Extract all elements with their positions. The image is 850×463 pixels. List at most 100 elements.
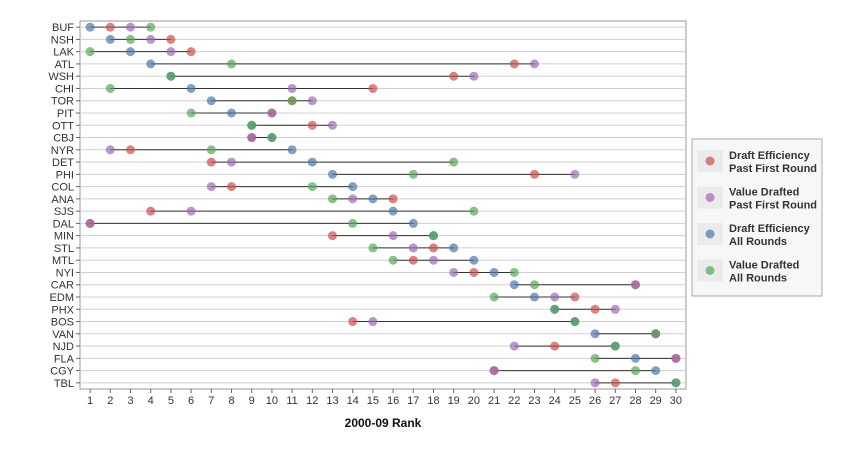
point-edm-series-3	[530, 292, 539, 302]
point-njd-series-2	[509, 341, 519, 351]
y-tick-label-nyr: NYR	[51, 145, 74, 157]
point-chi-series-1	[368, 83, 378, 93]
x-tick-label-1: 1	[87, 395, 93, 407]
point-fla-series-3	[631, 353, 640, 363]
point-lak-series-3	[126, 47, 135, 57]
legend-label-4-line2: All Rounds	[729, 273, 787, 285]
point-col-series-4	[307, 182, 317, 192]
point-atl-series-3	[146, 59, 156, 69]
y-tick-label-dal: DAL	[53, 218, 74, 230]
y-tick-label-cgy: CGY	[50, 366, 75, 378]
point-det-series-2	[227, 157, 236, 167]
point-stl-series-1	[429, 243, 438, 253]
point-nyi-series-3	[489, 267, 499, 277]
x-tick-label-28: 28	[629, 395, 641, 407]
point-mtl-series-2	[429, 255, 438, 265]
legend-key-4	[705, 266, 715, 275]
y-tick-label-edm: EDM	[50, 292, 74, 304]
point-phx-series-2	[610, 304, 620, 314]
legend-key-3	[705, 229, 715, 239]
point-det-series-1	[206, 157, 216, 167]
y-tick-label-sjs: SJS	[54, 206, 74, 218]
y-tick-label-bos: BOS	[51, 317, 74, 329]
plot-background	[79, 20, 687, 390]
x-tick-label-23: 23	[528, 395, 540, 407]
point-van-series-4	[651, 329, 661, 339]
point-bos-series-4	[570, 317, 580, 327]
y-tick-label-mtl: MTL	[52, 255, 74, 267]
point-buf-series-2	[126, 22, 135, 32]
point-buf-series-3	[85, 22, 95, 32]
y-tick-label-chi: CHI	[55, 83, 74, 95]
y-tick-label-tor: TOR	[51, 96, 74, 108]
point-nyi-series-1	[469, 267, 479, 277]
point-chi-series-2	[287, 83, 297, 93]
x-tick-label-7: 7	[208, 395, 214, 407]
point-col-series-2	[206, 182, 216, 192]
point-phi-series-3	[328, 169, 337, 179]
point-wsh-series-4	[166, 71, 176, 81]
x-tick-label-25: 25	[569, 395, 581, 407]
point-tor-series-3	[206, 96, 216, 106]
point-col-series-3	[348, 182, 358, 192]
legend-label-3-line1: Draft Efficiency	[729, 223, 811, 235]
x-tick-label-3: 3	[127, 395, 133, 407]
x-tick-label-11: 11	[286, 395, 297, 407]
point-edm-series-4	[489, 292, 499, 302]
point-det-series-4	[449, 157, 459, 167]
point-atl-series-2	[530, 59, 539, 69]
point-sjs-series-4	[469, 206, 479, 216]
x-axis-title: 2000-09 Rank	[345, 416, 422, 430]
point-njd-series-4	[610, 341, 620, 351]
point-van-series-3	[590, 329, 600, 339]
point-tor-series-4	[287, 96, 297, 106]
point-bos-series-1	[348, 317, 358, 327]
point-chi-series-3	[186, 83, 196, 93]
point-ana-series-2	[348, 194, 358, 204]
point-dal-series-3	[408, 218, 418, 228]
point-tor-series-2	[307, 96, 317, 106]
x-tick-label-17: 17	[407, 395, 419, 407]
point-ott-series-4	[247, 120, 257, 130]
point-min-series-1	[328, 231, 337, 241]
point-nyr-series-3	[287, 145, 297, 155]
y-tick-label-njd: NJD	[53, 341, 74, 353]
y-tick-label-col: COL	[51, 182, 74, 194]
point-lak-series-4	[85, 47, 95, 57]
point-cgy-series-4	[631, 366, 640, 376]
point-nyr-series-1	[126, 145, 135, 155]
point-wsh-series-1	[449, 71, 459, 81]
point-lak-series-2	[166, 47, 176, 57]
point-bos-series-2	[368, 317, 378, 327]
y-tick-label-ott: OTT	[52, 120, 74, 132]
point-sjs-series-2	[186, 206, 196, 216]
point-sjs-series-1	[146, 206, 156, 216]
range-segments	[90, 26, 676, 384]
x-tick-label-21: 21	[488, 395, 500, 407]
point-ana-series-3	[368, 194, 378, 204]
x-tick-label-2: 2	[107, 395, 113, 407]
x-axis: 1 2 3 4 5 6 7 8 9 10 11 12 13 14 15 16 17 18 19 20 21 22 23 24 2…	[87, 389, 682, 407]
point-cgy-series-2	[489, 366, 499, 376]
point-det-series-3	[307, 157, 317, 167]
point-tbl-series-4	[671, 378, 681, 388]
point-car-series-3	[509, 280, 519, 290]
x-tick-label-30: 30	[670, 395, 682, 407]
point-pit-series-3	[227, 108, 236, 118]
y-tick-label-phi: PHI	[56, 169, 74, 181]
x-tick-label-14: 14	[347, 395, 359, 407]
point-atl-series-1	[509, 59, 519, 69]
x-tick-label-18: 18	[427, 395, 439, 407]
y-tick-label-wsh: WSH	[48, 71, 74, 83]
x-tick-label-4: 4	[148, 395, 154, 407]
x-tick-label-8: 8	[228, 395, 234, 407]
point-fla-series-2	[671, 353, 681, 363]
y-tick-label-fla: FLA	[54, 353, 75, 365]
point-stl-series-4	[368, 243, 378, 253]
x-tick-label-12: 12	[306, 395, 318, 407]
point-edm-series-1	[570, 292, 580, 302]
point-chi-series-4	[105, 83, 115, 93]
x-tick-label-5: 5	[168, 395, 174, 407]
